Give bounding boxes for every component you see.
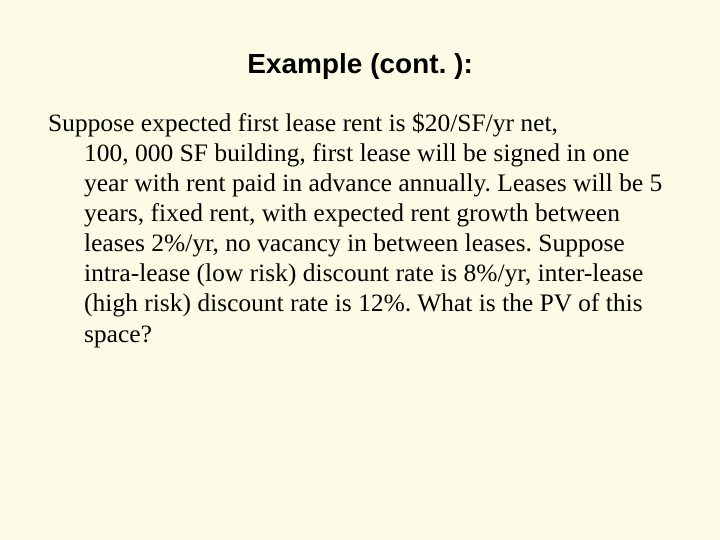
body-first-line: Suppose expected first lease rent is $20… [48, 108, 672, 138]
body-rest: 100, 000 SF building, first lease will b… [48, 138, 672, 349]
slide-body: Suppose expected first lease rent is $20… [48, 108, 672, 349]
slide-title: Example (cont. ): [48, 48, 672, 80]
slide: Example (cont. ): Suppose expected first… [0, 0, 720, 540]
